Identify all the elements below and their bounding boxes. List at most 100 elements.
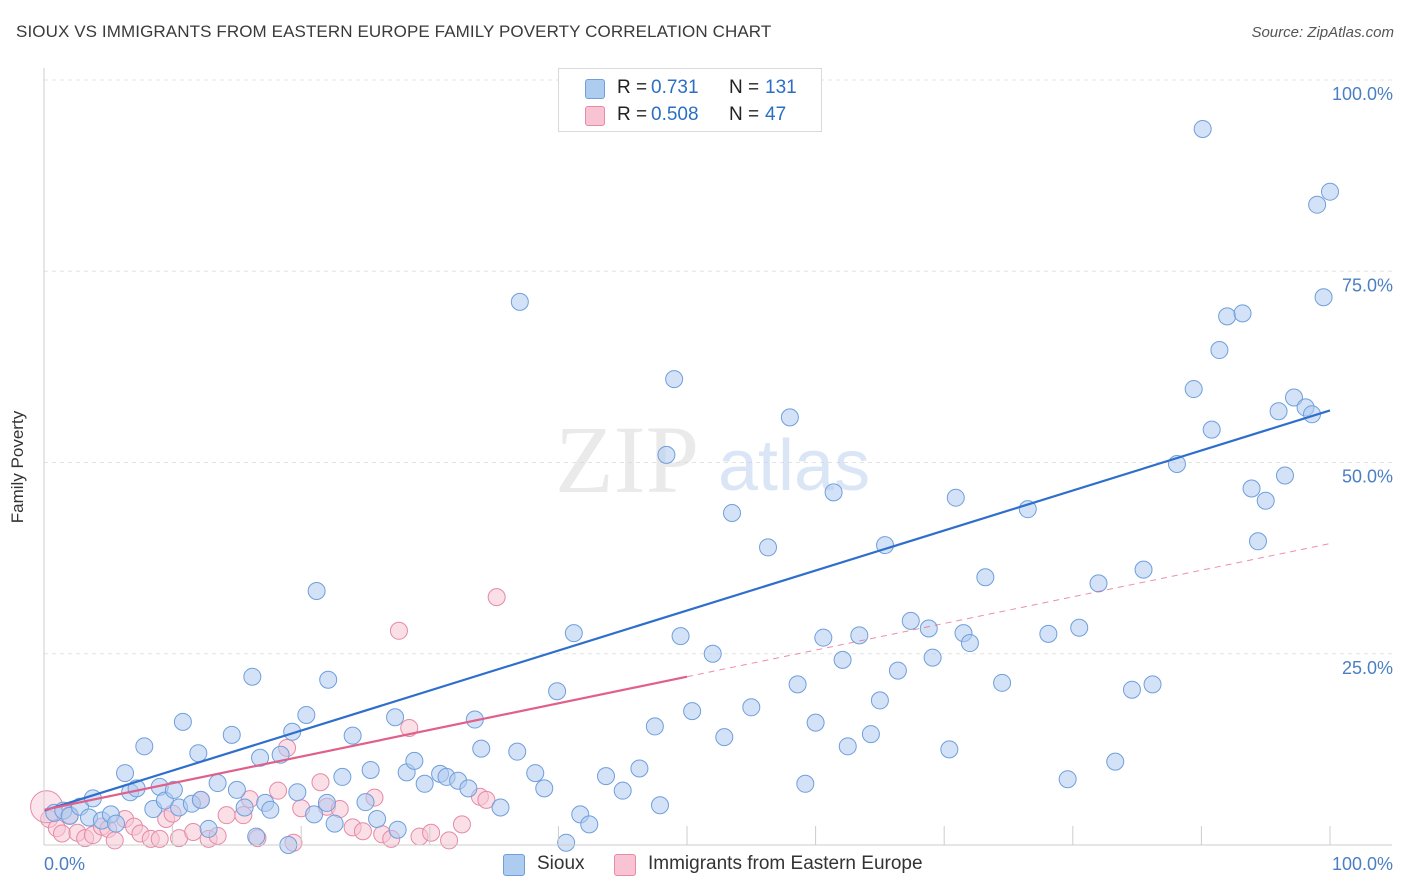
data-point-sioux: [548, 682, 567, 701]
x-tick-label: 100.0%: [1332, 854, 1393, 874]
series-legend: Sioux Immigrants from Eastern Europe: [0, 852, 1406, 878]
data-point-sioux: [1122, 680, 1141, 699]
legend-row-sioux: R = 0.731 N = 131: [559, 75, 821, 101]
data-point-sioux: [227, 780, 246, 799]
data-point-sioux: [1275, 466, 1294, 485]
legend-swatch-immigrants: [585, 106, 605, 126]
data-point-sioux: [535, 779, 554, 798]
data-point-sioux: [919, 619, 938, 638]
data-point-sioux: [723, 503, 742, 522]
legend-n-label: N =: [729, 104, 760, 125]
y-tick-label: 25.0%: [1342, 658, 1393, 678]
data-point-immigrants: [389, 621, 408, 640]
data-point-sioux: [459, 779, 478, 798]
data-point-sioux: [235, 798, 254, 817]
data-point-sioux: [976, 568, 995, 587]
data-point-sioux: [870, 691, 889, 710]
data-point-sioux: [613, 781, 632, 800]
data-point-sioux: [508, 742, 527, 761]
data-point-sioux: [251, 748, 270, 767]
data-point-sioux: [288, 783, 307, 802]
data-point-sioux: [333, 767, 352, 786]
trend-lines: [43, 409, 1331, 812]
trend-line-immigrants: [43, 675, 688, 811]
data-point-sioux: [946, 488, 965, 507]
data-point-immigrants: [353, 822, 372, 841]
data-point-sioux: [415, 774, 434, 793]
data-point-sioux: [923, 648, 942, 667]
data-point-immigrants: [150, 829, 169, 848]
chart-title: SIOUX VS IMMIGRANTS FROM EASTERN EUROPE …: [16, 22, 772, 41]
data-point-sioux: [243, 667, 262, 686]
data-point-sioux: [222, 725, 241, 744]
data-point-sioux: [356, 793, 375, 812]
source-credit: Source: ZipAtlas.com: [1251, 24, 1394, 41]
data-point-sioux: [526, 764, 545, 783]
data-point-sioux: [343, 726, 362, 745]
data-point-immigrants: [269, 781, 288, 800]
data-point-sioux: [940, 740, 959, 759]
y-axis-label: Family Poverty: [8, 410, 27, 524]
data-point-sioux: [683, 702, 702, 721]
data-point-sioux: [368, 809, 387, 828]
data-point-sioux: [1269, 402, 1288, 421]
data-point-sioux: [861, 725, 880, 744]
legend-n-value: 47: [765, 104, 787, 125]
data-point-sioux: [1308, 195, 1327, 214]
data-point-sioux: [388, 820, 407, 839]
legend-r-label: R =: [617, 104, 648, 125]
trend-line-sioux: [43, 409, 1331, 812]
legend-n-label: N =: [729, 77, 760, 98]
data-point-sioux: [580, 815, 599, 834]
data-point-sioux: [824, 483, 843, 502]
legend-label-sioux: Sioux: [537, 853, 585, 874]
data-point-sioux: [960, 634, 979, 653]
data-point-sioux: [297, 705, 316, 724]
legend-label-immigrants: Immigrants from Eastern Europe: [648, 853, 923, 874]
watermark-atlas: atlas: [718, 426, 870, 506]
data-point-sioux: [806, 713, 825, 732]
data-point-sioux: [742, 698, 761, 717]
data-point-sioux: [1210, 341, 1229, 360]
legend-r-label: R =: [617, 77, 648, 98]
legend-swatch-immigrants: [614, 854, 636, 876]
data-point-sioux: [1242, 479, 1261, 498]
data-point-sioux: [135, 737, 154, 756]
data-point-sioux: [630, 759, 649, 778]
y-tick-label: 75.0%: [1342, 275, 1393, 295]
data-point-immigrants: [452, 815, 471, 834]
data-point-sioux: [116, 764, 135, 783]
data-point-sioux: [247, 827, 266, 846]
data-point-sioux: [814, 628, 833, 647]
data-point-sioux: [510, 292, 529, 311]
data-point-sioux: [1284, 388, 1303, 407]
data-point-sioux: [189, 744, 208, 763]
data-point-sioux: [564, 624, 583, 643]
y-tick-label: 100.0%: [1332, 84, 1393, 104]
data-point-immigrants: [477, 790, 496, 809]
data-point-sioux: [1193, 119, 1212, 138]
data-point-sioux: [261, 800, 280, 819]
legend-r-value: 0.508: [651, 104, 699, 125]
data-point-sioux: [1058, 770, 1077, 789]
data-point-sioux: [715, 728, 734, 747]
data-point-sioux: [796, 774, 815, 793]
data-point-sioux: [1314, 288, 1333, 307]
data-point-sioux: [557, 833, 576, 852]
data-point-sioux: [191, 790, 210, 809]
data-point-sioux: [164, 780, 183, 799]
data-point-sioux: [1321, 182, 1339, 201]
legend-r-value: 0.731: [651, 77, 699, 98]
data-point-sioux: [305, 805, 324, 824]
data-point-sioux: [405, 751, 424, 770]
data-point-immigrants: [53, 824, 72, 843]
grid-layer: [44, 79, 1392, 655]
data-point-immigrants: [422, 823, 441, 842]
data-point-sioux: [703, 644, 722, 663]
data-point-sioux: [1218, 307, 1237, 326]
data-point-sioux: [173, 712, 192, 731]
data-point-sioux: [645, 717, 664, 736]
data-point-sioux: [650, 796, 669, 815]
watermark-zip: ZIP: [555, 406, 699, 513]
